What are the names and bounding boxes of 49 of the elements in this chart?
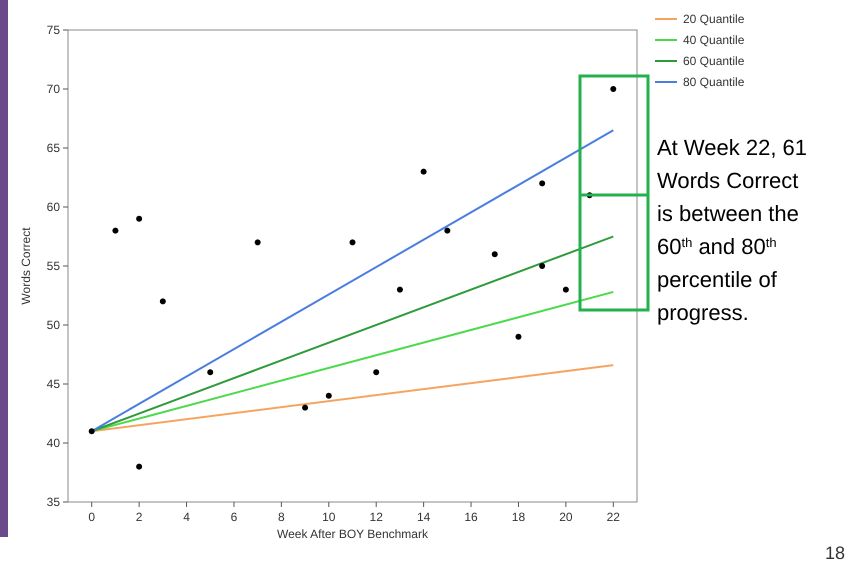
point [207, 369, 214, 376]
x-tick-label: 10 [322, 510, 336, 524]
point [539, 180, 546, 186]
point [492, 251, 498, 258]
y-tick-label: 50 [46, 318, 60, 332]
y-tick-label: 60 [46, 200, 60, 214]
point [539, 263, 546, 269]
point [160, 298, 166, 304]
legend-label: 40 Quantile [683, 33, 745, 47]
x-tick-label: 0 [88, 510, 96, 524]
y-tick-label: 75 [46, 23, 60, 37]
y-tick-label: 45 [46, 377, 60, 391]
point [302, 404, 308, 411]
point [373, 369, 380, 376]
point [112, 228, 118, 234]
text: 18 [824, 543, 845, 563]
x-axis-title: Week After BOY Benchmark [277, 527, 429, 541]
legend-label: 60 Quantile [683, 54, 745, 68]
point [254, 239, 261, 246]
y-tick-label: 70 [46, 82, 60, 96]
y-axis-title: Words Correct [19, 226, 33, 305]
x-tick-label: 16 [464, 510, 478, 524]
y-tick-label: 65 [46, 141, 60, 155]
x-tick-label: 18 [512, 510, 526, 524]
y-tick-label: 35 [46, 495, 60, 509]
x-tick-label: 14 [416, 510, 431, 524]
text: At Week 22, 61 Words Correct is between the 60$^{th}$ and 80$^{th}$ percentile of progress. [657, 135, 808, 325]
x-tick-label: 20 [559, 510, 573, 524]
x-tick-label: 2 [136, 510, 143, 524]
point [610, 86, 616, 92]
x-tick-label: 8 [278, 510, 286, 524]
point [136, 216, 142, 222]
point [396, 286, 403, 293]
y-tick-label: 40 [46, 436, 60, 450]
point [326, 392, 332, 399]
point [515, 334, 522, 340]
legend-label: 80 Quantile [683, 75, 745, 89]
x-tick-label: 12 [370, 510, 384, 524]
point [562, 286, 569, 293]
point [444, 228, 450, 234]
point [350, 239, 356, 246]
x-tick-label: 4 [183, 510, 190, 524]
point [88, 428, 95, 434]
point [420, 168, 427, 175]
y-tick-label: 55 [46, 259, 60, 273]
legend-label: 20 Quantile [683, 12, 745, 26]
x-tick-label: 22 [606, 510, 620, 524]
point [136, 464, 142, 470]
x-tick-label: 6 [230, 510, 238, 524]
